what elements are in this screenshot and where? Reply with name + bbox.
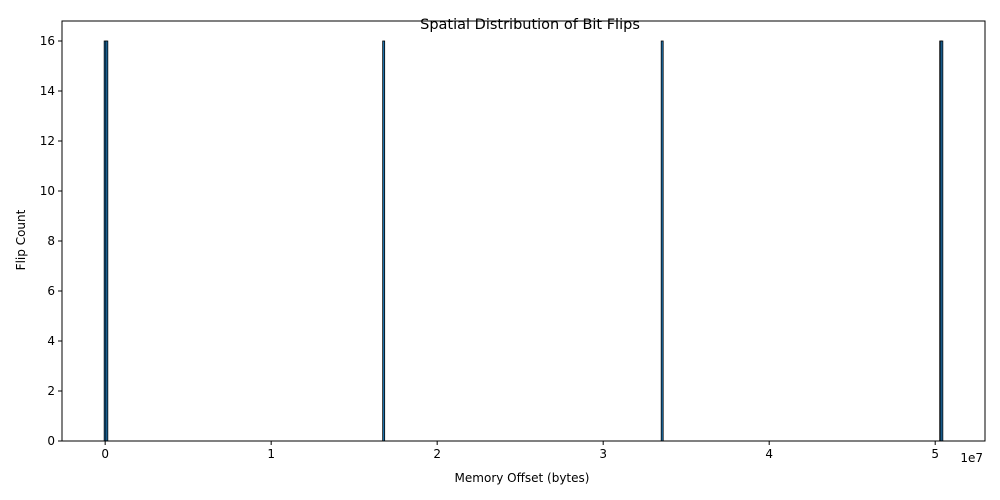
bar (382, 40, 386, 442)
bar (105, 40, 109, 442)
y-tick-label: 2 (47, 384, 55, 398)
plot-frame (61, 20, 986, 442)
y-tick-label: 16 (40, 34, 55, 48)
y-axis: 0 2 4 6 8 10 12 14 16 (40, 34, 62, 448)
plot-area (61, 20, 986, 442)
y-axis-title: Flip Count (14, 209, 28, 270)
bar (660, 40, 664, 442)
y-tick-label: 6 (47, 284, 55, 298)
x-axis-title: Memory Offset (bytes) (455, 471, 590, 485)
bar (940, 40, 944, 442)
y-tick-label: 0 (47, 434, 55, 448)
x-tick-label: 0 (101, 447, 109, 461)
x-tick-label: 5 (931, 447, 939, 461)
chart-title: Spatial Distribution of Bit Flips (420, 17, 640, 33)
x-tick-label: 2 (433, 447, 441, 461)
y-tick-label: 12 (40, 134, 55, 148)
y-tick-label: 8 (47, 234, 55, 248)
x-tick-label: 1 (267, 447, 275, 461)
x-axis: 0 1 2 3 4 5 (101, 441, 939, 461)
y-tick-label: 4 (47, 334, 55, 348)
y-tick-label: 10 (40, 184, 55, 198)
x-offset-text: 1e7 (960, 451, 983, 465)
x-tick-label: 3 (599, 447, 607, 461)
x-tick-label: 4 (765, 447, 773, 461)
y-tick-label: 14 (40, 84, 55, 98)
bars-group (103, 40, 944, 442)
